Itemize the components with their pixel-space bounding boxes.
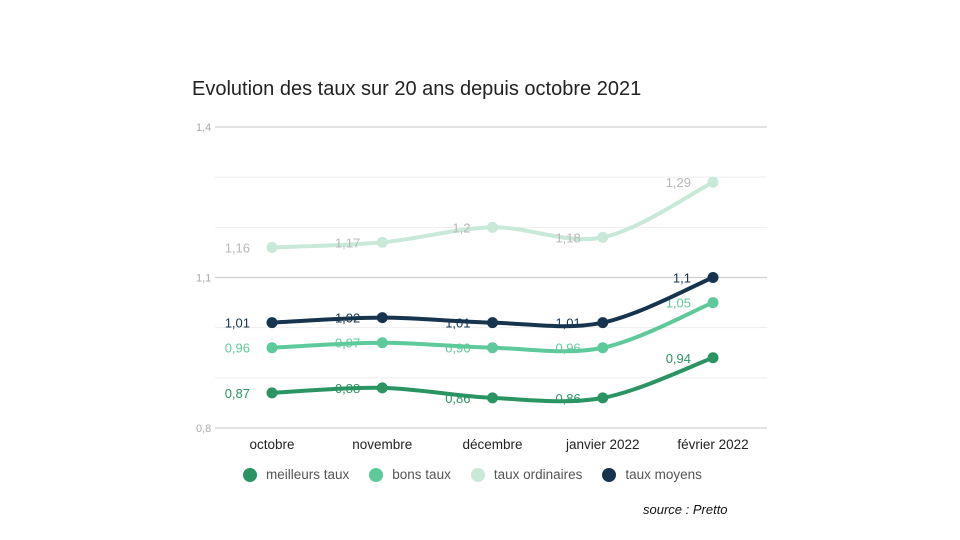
data-point [707,176,719,188]
data-point [487,317,498,329]
x-tick-label: février 2022 [677,437,748,452]
data-label: 1,16 [225,240,250,255]
y-tick-label: 1,4 [196,122,211,134]
data-label: 1,01 [445,316,470,331]
legend: meilleurs taux bons taux taux ordinaires ta… [243,467,702,482]
data-label: 0,86 [555,391,580,406]
data-label: 1,05 [666,296,691,311]
data-label: 0,96 [445,341,470,356]
data-point [707,297,719,309]
data-label: 0,96 [225,341,250,356]
data-point [376,382,388,394]
data-point [266,241,278,253]
legend-item: bons taux [369,467,451,482]
data-point [487,221,498,233]
data-point [376,236,388,248]
data-label: 1,02 [335,311,360,326]
data-point [376,337,388,349]
data-point [597,392,609,404]
legend-label: meilleurs taux [266,467,350,482]
data-label: 0,88 [335,381,360,396]
y-tick-label: 1,1 [196,273,211,285]
legend-dot-icon [470,467,485,482]
legend-dot-icon [243,467,257,482]
data-label: 0,86 [445,391,470,406]
data-label: 0,96 [555,341,580,356]
legend-item: taux ordinaires [470,467,583,482]
legend-label: taux ordinaires [493,467,583,482]
data-label: 1,01 [555,316,580,331]
source-note: source : Pretto [643,502,728,517]
x-tick-label: décembre [462,437,522,452]
data-point [597,231,609,243]
legend-dot-icon [369,467,384,482]
chart-title: Evolution des taux sur 20 ans depuis oct… [192,78,642,100]
x-tick-label: novembre [352,437,412,452]
x-tick-label: octobre [249,437,294,452]
x-tick-label: janvier 2022 [565,437,640,452]
legend-label: bons taux [392,467,451,482]
data-label: 1,29 [666,175,691,190]
data-label: 1,18 [555,230,580,245]
legend-label: taux moyens [625,467,702,482]
data-label: 0,97 [335,336,360,351]
data-point [487,342,498,354]
legend-item: taux moyens [602,467,702,482]
data-point [487,392,498,404]
data-label: 1,1 [673,271,691,286]
data-point [597,342,609,354]
data-point [266,387,278,399]
data-label: 1,01 [225,316,250,331]
data-label: 1,17 [335,235,360,250]
legend-item: meilleurs taux [243,467,349,482]
data-point [376,312,388,324]
data-point [266,342,278,354]
data-label: 0,87 [225,386,250,401]
data-label: 1,2 [452,220,470,235]
y-tick-label: 0,8 [196,423,211,435]
legend-dot-icon [602,467,617,482]
data-point [266,317,278,329]
data-label: 0,94 [666,351,691,366]
data-point [597,317,609,329]
data-point [707,272,719,283]
data-point [707,352,719,364]
